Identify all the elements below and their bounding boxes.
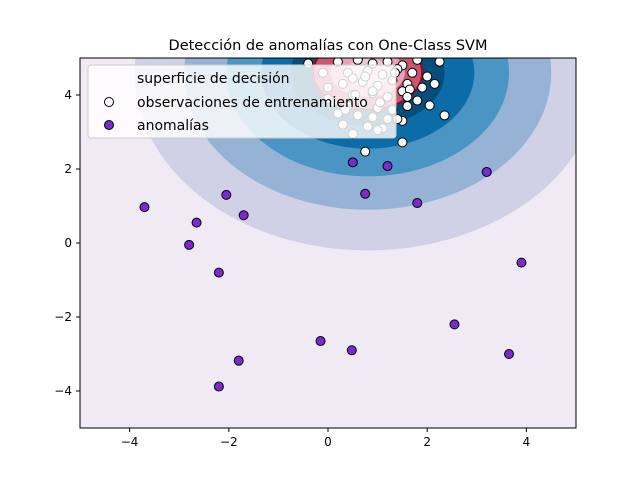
x-tick-label: 2 — [423, 435, 431, 449]
anomaly-point — [449, 319, 460, 330]
anomaly-point — [346, 345, 357, 356]
training-point — [422, 71, 433, 82]
anomaly-point — [238, 210, 249, 221]
training-point — [424, 100, 435, 111]
anomaly-point — [315, 336, 326, 347]
plot-area — [80, 58, 576, 428]
training-point — [412, 58, 423, 65]
anomaly-point — [382, 161, 393, 172]
legend-box — [87, 64, 397, 139]
anomaly-point — [213, 267, 224, 278]
training-point — [402, 91, 413, 102]
anomaly-point — [184, 239, 195, 250]
y-axis: −4 −2 0 2 4 — [54, 88, 80, 398]
anomaly-point — [139, 202, 150, 213]
y-tick-label: −4 — [54, 384, 72, 398]
training-point — [439, 110, 450, 121]
anomaly-point — [481, 166, 492, 177]
training-point — [397, 137, 408, 148]
training-point — [429, 78, 440, 89]
training-point — [360, 146, 371, 157]
anomaly-point — [347, 157, 358, 168]
anomaly-point — [504, 349, 515, 359]
x-tick-label: 4 — [523, 435, 531, 449]
x-axis: −4 −2 0 2 4 — [121, 428, 530, 449]
y-tick-label: 2 — [64, 162, 72, 176]
x-tick-label: −4 — [121, 435, 139, 449]
legend-marker-training — [104, 97, 114, 107]
anomaly-point — [516, 257, 527, 268]
training-point — [402, 101, 413, 112]
anomaly-point — [221, 189, 232, 200]
legend-label-anomalies: anomalías — [137, 118, 209, 134]
training-point — [417, 82, 428, 93]
y-tick-label: 0 — [64, 236, 72, 250]
anomaly-point — [233, 355, 244, 366]
anomaly-point — [191, 217, 202, 228]
legend-label-decision-surface: superficie de decisión — [137, 71, 290, 87]
legend-label-training: observaciones de entrenamiento — [137, 95, 368, 111]
anomaly-point — [213, 381, 224, 392]
anomaly-point — [412, 198, 423, 209]
x-tick-label: −2 — [220, 435, 238, 449]
anomaly-points — [139, 157, 527, 392]
anomaly-point — [360, 188, 371, 199]
training-point — [407, 67, 418, 78]
y-tick-label: −2 — [54, 310, 72, 324]
legend-marker-anomalies — [104, 120, 114, 130]
training-point — [352, 58, 363, 65]
x-tick-label: 0 — [324, 435, 332, 449]
training-point — [412, 95, 423, 106]
y-tick-label: 4 — [64, 88, 72, 102]
chart-title: Detección de anomalías con One-Class SVM — [169, 38, 488, 54]
training-point — [434, 58, 445, 67]
legend: superficie de decisión observaciones de … — [87, 64, 397, 139]
